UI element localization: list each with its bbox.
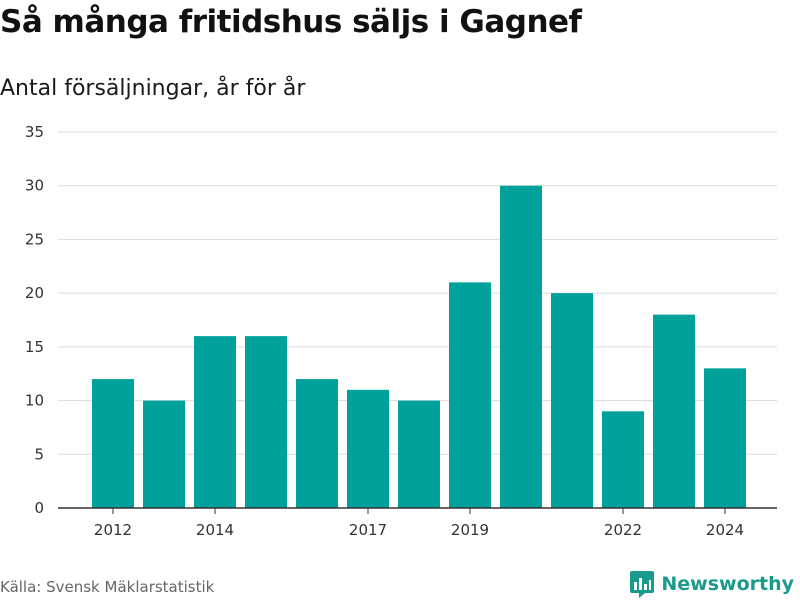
x-tick-label: 2022 (604, 521, 642, 539)
newsworthy-logo-icon (630, 571, 655, 598)
y-axis-ticks: 0 5 10 15 20 25 30 35 (25, 123, 44, 517)
brand-name: Newsworthy (661, 573, 794, 595)
x-tick-label: 2012 (94, 521, 132, 539)
brand-logo: Newsworthy (629, 569, 794, 599)
y-tick-label: 25 (25, 230, 44, 248)
chart-title: Så många fritidshus säljs i Gagnef (0, 4, 582, 40)
y-tick-label: 0 (34, 499, 44, 517)
bar-2017 (347, 389, 389, 508)
y-tick-label: 30 (25, 177, 44, 195)
y-tick-label: 10 (25, 392, 44, 410)
x-tick-label: 2014 (196, 521, 234, 539)
bar-2016 (296, 379, 338, 508)
y-tick-label: 35 (25, 123, 44, 141)
bar-chart: 0 5 10 15 20 25 30 35 2012 2014 2017 2019 2022 2024 (25, 123, 777, 539)
bar-2024 (704, 368, 746, 508)
bar-2013 (143, 400, 185, 508)
bar-2012 (92, 379, 134, 508)
y-tick-label: 15 (25, 338, 44, 356)
bar-2021 (551, 293, 593, 508)
bars (92, 185, 746, 508)
bar-2022 (602, 411, 644, 508)
x-tick-label: 2017 (349, 521, 387, 539)
x-tick-label: 2024 (706, 521, 744, 539)
bar-2023 (653, 314, 695, 508)
y-tick-label: 5 (34, 445, 44, 463)
source-note: Källa: Svensk Mäklarstatistik (0, 578, 215, 596)
chart-subtitle: Antal försäljningar, år för år (0, 76, 306, 101)
y-tick-label: 20 (25, 284, 44, 302)
bar-2015 (245, 336, 287, 508)
bar-2019 (449, 282, 491, 508)
bar-2014 (194, 336, 236, 508)
x-axis-ticks: 2012 2014 2017 2019 2022 2024 (94, 508, 744, 539)
bar-2020 (500, 185, 542, 508)
x-tick-label: 2019 (451, 521, 489, 539)
bar-2018 (398, 400, 440, 508)
